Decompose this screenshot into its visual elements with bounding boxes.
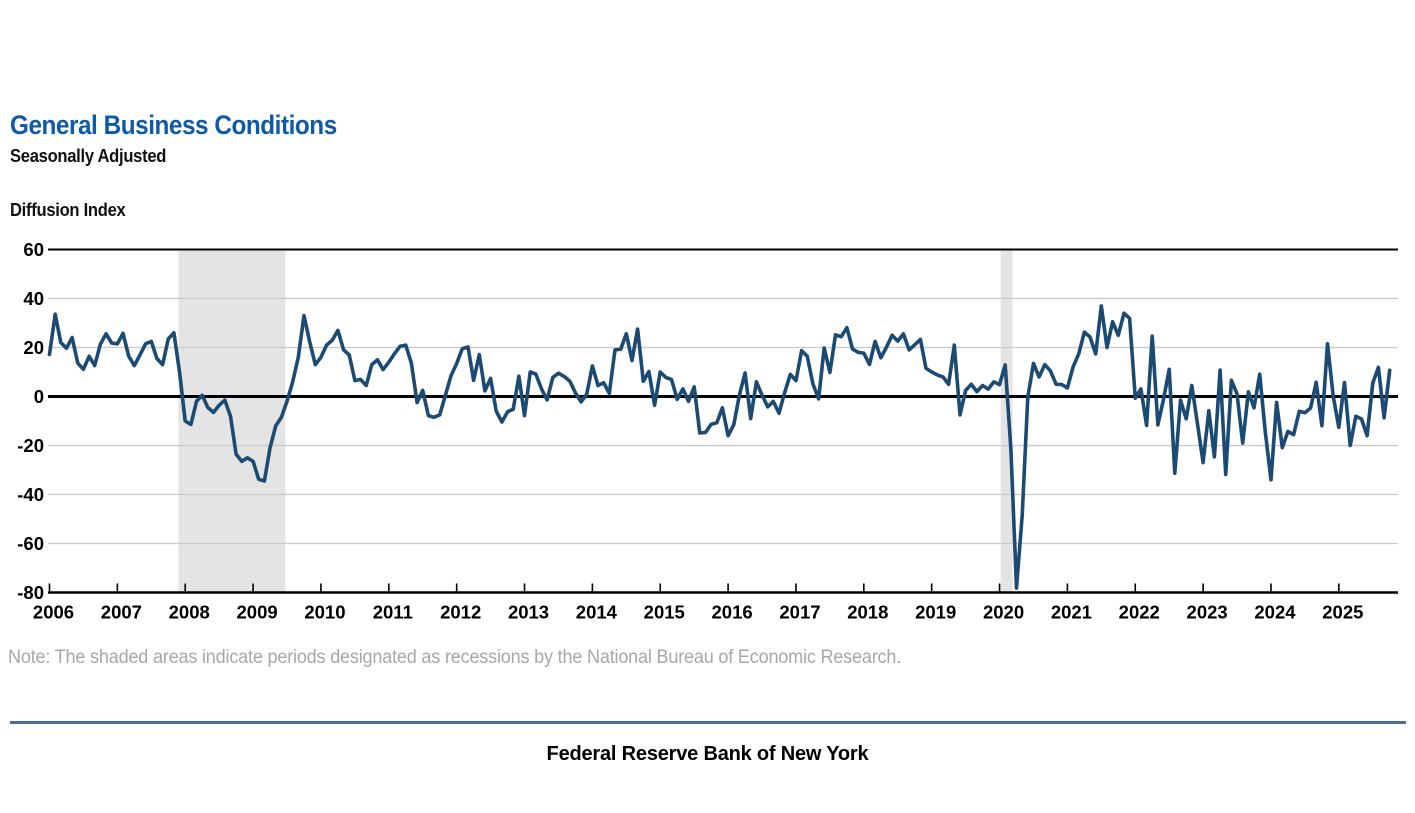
chart-title: General Business Conditions <box>10 110 337 140</box>
y-tick-label: -60 <box>17 533 44 554</box>
x-tick-label: 2014 <box>576 602 618 623</box>
y-axis-title: Diffusion Index <box>10 200 126 220</box>
x-tick-label: 2012 <box>440 602 481 623</box>
series-line <box>47 304 1392 590</box>
x-tick-label: 2019 <box>915 602 956 623</box>
y-tick-label: 40 <box>23 288 44 309</box>
x-tick-label: 2016 <box>712 602 753 623</box>
y-tick-label: -80 <box>17 582 44 603</box>
x-tick-label: 2007 <box>101 602 142 623</box>
x-tick-label: 2022 <box>1119 602 1160 623</box>
recession-note: Note: The shaded areas indicate periods … <box>8 647 902 668</box>
x-tick-label: 2025 <box>1322 602 1363 623</box>
x-tick-label: 2021 <box>1051 602 1092 623</box>
y-tick-label: 60 <box>23 239 44 260</box>
chart-subtitle: Seasonally Adjusted <box>10 146 167 166</box>
x-tick-label: 2010 <box>304 602 345 623</box>
y-tick-label: 20 <box>23 337 44 358</box>
footer-bank-name: Federal Reserve Bank of New York <box>546 743 869 765</box>
y-tick-label: -40 <box>17 484 44 505</box>
y-tick-label: -20 <box>17 435 44 456</box>
recession-band <box>1000 249 1013 593</box>
x-tick-label: 2018 <box>847 602 888 623</box>
x-tick-label: 2015 <box>644 602 685 623</box>
x-tick-label: 2008 <box>169 602 210 623</box>
x-tick-label: 2023 <box>1187 602 1228 623</box>
y-tick-label: 0 <box>34 386 44 407</box>
x-tick-label: 2017 <box>779 602 820 623</box>
x-tick-label: 2013 <box>508 602 549 623</box>
x-tick-label: 2024 <box>1254 602 1296 623</box>
footer-divider <box>10 721 1406 724</box>
x-tick-label: 2009 <box>237 602 278 623</box>
x-tick-label: 2011 <box>373 602 413 623</box>
x-tick-label: 2006 <box>33 602 74 623</box>
x-tick-label: 2020 <box>983 602 1024 623</box>
